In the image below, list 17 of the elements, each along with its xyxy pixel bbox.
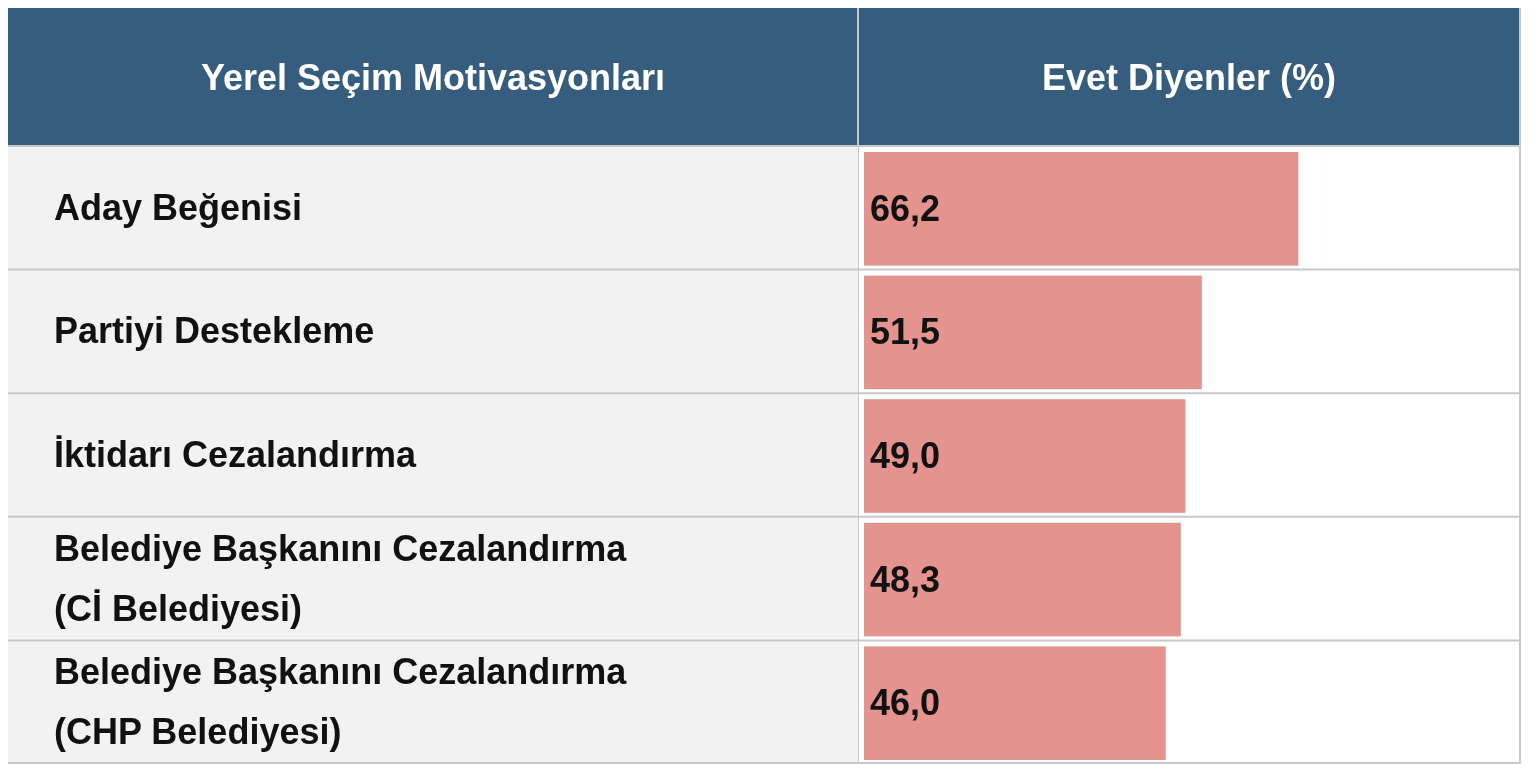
data-label: 48,3 <box>870 558 941 600</box>
y-tick-label: Aday Beğenisi <box>54 186 303 228</box>
bar <box>864 522 1181 637</box>
data-label: 49,0 <box>870 435 941 476</box>
data-label: 51,5 <box>870 311 941 353</box>
y-tick-label: Partiyi Destekleme <box>54 310 375 352</box>
y-tick-label: Belediye Başkanını Cezalandırma (CHP Belediyesi) <box>54 651 628 753</box>
y-tick-label: Belediye Başkanını Cezalandırma (Cİ Belediyesi) <box>54 527 628 629</box>
y-axis-title: Yerel Seçim Motivasyonları <box>200 57 666 98</box>
bar <box>864 275 1202 390</box>
data-label: 66,2 <box>870 187 941 229</box>
y-tick-label: İktidarı Cezalandırma <box>54 434 418 475</box>
bar <box>864 399 1186 513</box>
x-axis-title: Evet Diyenler (%) <box>1041 57 1337 98</box>
bar <box>864 646 1166 760</box>
bar <box>864 152 1299 266</box>
data-label: 46,0 <box>870 682 941 724</box>
